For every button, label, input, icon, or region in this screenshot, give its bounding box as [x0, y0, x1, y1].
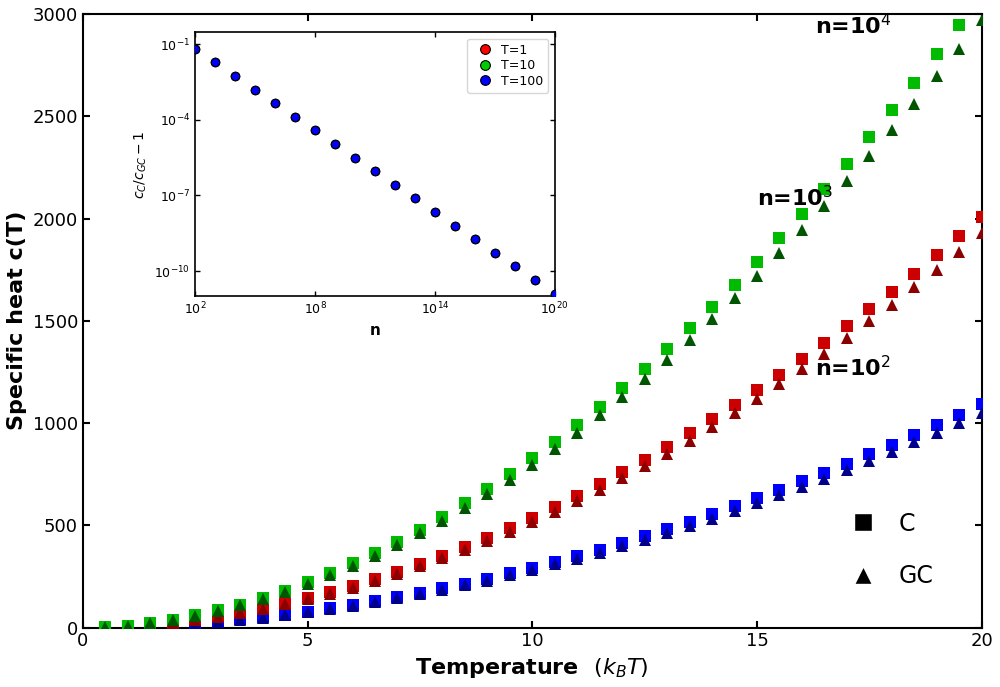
Text: n=10$^3$: n=10$^3$ [757, 185, 833, 210]
X-axis label: Temperature  $(k_BT)$: Temperature $(k_BT)$ [415, 656, 649, 680]
Y-axis label: Specific heat c(T): Specific heat c(T) [7, 211, 27, 431]
Text: n=10$^2$: n=10$^2$ [815, 354, 891, 380]
Legend: C, GC: C, GC [830, 502, 943, 598]
Text: n=10$^4$: n=10$^4$ [815, 13, 892, 38]
